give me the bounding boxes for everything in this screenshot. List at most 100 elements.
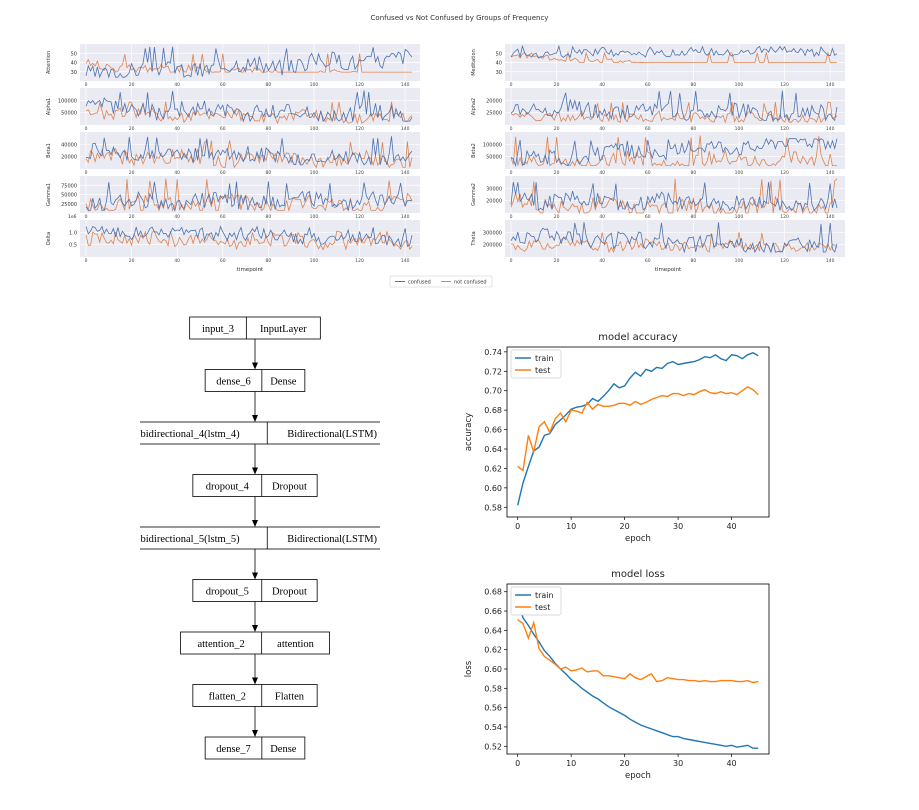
legend-box [510,349,562,379]
legend-box [510,586,562,616]
x-tick-label: 80 [691,170,697,176]
layer-type: Dense [270,744,297,755]
layer-name: dense_6 [216,377,250,388]
x-tick-label: 60 [220,258,226,264]
y-tick-label: 100000 [58,98,77,104]
y-tick-label: 1.0 [69,230,77,236]
x-axis-label: timepoint [655,267,682,273]
x-tick-label: 120 [780,126,789,132]
x-tick-label: 20 [554,214,560,220]
plot-frame [506,346,770,518]
x-tick-label: 140 [826,170,835,176]
y-tick-label: 0.54 [484,723,502,732]
series-line-confused [510,181,838,212]
y-axis-label: loss [464,660,474,677]
y-axis-label: Alpha2 [471,98,477,115]
x-tick-label: 120 [780,170,789,176]
top-figure-title: Confused vs Not Confused by Groups of Fr… [370,14,549,22]
series-line-confused [510,90,838,122]
x-axis-label: timepoint [237,267,264,273]
y-tick-label: 50 [71,51,77,57]
y-tick-label: 0.64 [484,626,502,635]
x-tick-label: 60 [645,170,651,176]
y-axis-label: Alpha1 [46,98,52,115]
x-tick-label: 40 [174,258,180,264]
edge-arrowhead [252,415,258,422]
y-tick-label: 0.68 [484,588,502,597]
layer-type: Dropout [272,587,307,598]
layer-name: bidirectional_4(lstm_4) [141,429,241,440]
model-accuracy-chart: model accuracy 0 10 20 30 40 0.58 0.60 0.62 0.64 0… [464,332,770,544]
y-axis-label: Beta2 [471,143,477,158]
x-tick-label: 40 [599,82,605,88]
x-tick-label: 60 [645,258,651,264]
y-tick-label: 40 [496,61,502,67]
x-tick-label: 30 [673,759,683,768]
x-tick-label: 60 [645,82,651,88]
series-line-confused [85,225,413,248]
y-tick-label: 0.56 [484,704,502,713]
x-tick-label: 100 [735,170,744,176]
series-line-confused [85,46,413,79]
x-tick-label: 80 [691,214,697,220]
x-tick-label: 60 [220,126,226,132]
y-tick-label: 0.62 [484,646,502,655]
x-tick-label: 20 [620,759,630,768]
series-line-confused [85,181,413,212]
y-tick-label: 0.60 [484,484,502,493]
y-axis-label: accuracy [464,413,474,451]
layer-type: attention [277,639,314,650]
x-tick-label: 140 [401,170,410,176]
y-tick-label: 20000 [61,155,77,161]
series-line-not-confused [510,101,838,124]
edge-arrowhead [252,362,258,370]
series-line-not-confused [510,178,838,215]
series-line-confused [510,137,838,168]
x-tick-label: 40 [599,214,605,220]
x-tick-label: 0 [85,258,88,264]
y-tick-label: 30 [71,70,77,76]
x-tick-label: 10 [566,759,576,768]
layer-type: Flatten [275,692,305,703]
x-tick-label: 20 [554,170,560,176]
panel-theta: 200000 300000 Theta 0 20 40 60 80 100 120 140 [471,220,845,264]
layer-node-dropout_5: dropout_5 Dropout [192,579,318,602]
y-tick-label: 50000 [61,193,77,199]
y-tick-label: 50000 [61,111,77,117]
y-tick-label: 20000 [486,199,502,205]
series-line-train [517,600,759,749]
x-tick-label: 60 [220,170,226,176]
y-tick-label: 40 [71,61,77,67]
x-tick-label: 0 [510,258,513,264]
x-tick-label: 120 [355,126,364,132]
x-axis-label: epoch [625,771,651,781]
x-tick-label: 100 [310,82,319,88]
panel-beta1: 20000 40000 Beta1 0 20 40 60 80 100 120 140 [46,132,420,176]
x-tick-label: 120 [355,82,364,88]
layer-name: attention_2 [197,639,244,650]
x-tick-label: 40 [599,170,605,176]
legend-label-not-confused: not confused [454,280,487,286]
legend-label-confused: confused [408,280,431,286]
y-axis-label: Delta [46,232,52,245]
y-tick-label: 25000 [61,202,77,208]
x-tick-label: 120 [355,258,364,264]
series-line-not-confused [510,135,837,167]
panel-attention: 30 40 50 Attention 0 20 40 60 80 100 120 140 [46,44,420,88]
layer-node-dense_6: dense_6 Dense [204,369,306,392]
legend-label-test: test [535,366,550,375]
panel-delta: 0.5 1.0 1e6 Delta 0 20 40 60 80 100 120 140 [46,214,420,264]
x-tick-label: 0 [515,522,520,531]
x-tick-label: 10 [566,522,576,531]
y-tick-label: 0.66 [484,426,502,435]
x-tick-label: 140 [826,82,835,88]
legend-label-train: train [535,354,554,363]
x-tick-label: 20 [554,126,560,132]
y-tick-label: 25000 [486,111,502,117]
x-tick-label: 20 [129,170,135,176]
y-tick-label: 0.70 [484,387,502,396]
series-line-test [517,385,759,472]
x-tick-label: 60 [645,126,651,132]
panel-gamma1: 25000 50000 75000 Gamma1 0 20 40 60 80 100 120 140 [46,176,420,220]
layer-node-bidirectional_4: bidirectional_4(lstm_4) Bidirectional(LST… [140,421,380,445]
